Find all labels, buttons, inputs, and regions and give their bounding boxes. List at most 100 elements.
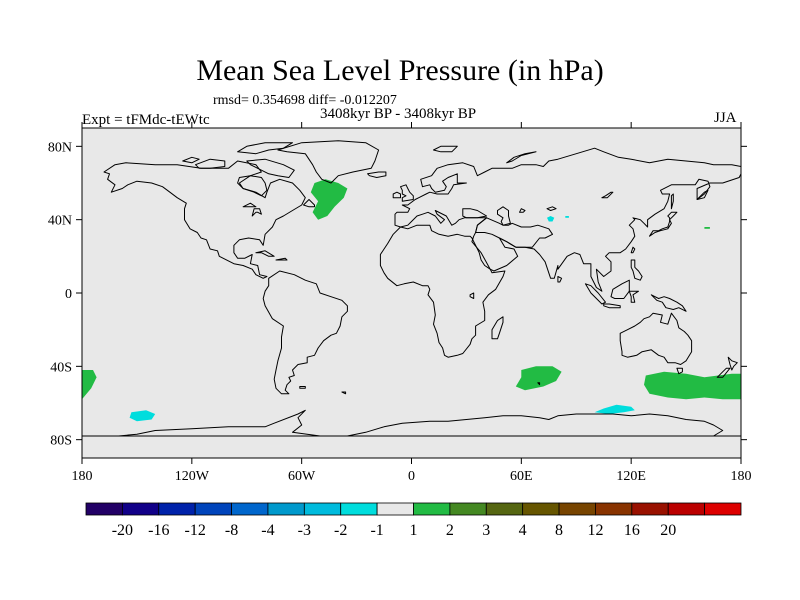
coastline-antarctica <box>82 409 741 437</box>
coastline-sakhalin <box>670 193 674 210</box>
colorbar-swatch <box>85 502 123 516</box>
anomaly-pacific-positive-small <box>704 227 710 229</box>
coastline-kerguelen <box>537 382 541 386</box>
coastline-tasmania <box>676 367 683 375</box>
coastline-philippines <box>630 259 643 281</box>
colorbar-swatch <box>303 502 342 516</box>
coastline-caspian-sea <box>497 206 511 226</box>
anomaly-south-pacific-negative <box>129 410 156 422</box>
coastline-ireland <box>392 191 401 199</box>
coastline-lake-balkhash <box>546 206 557 211</box>
rmsd-diff-stats: rmsd= 0.354698 diff= -0.012207 <box>213 93 397 108</box>
anomaly-south-indian-positive <box>515 366 562 391</box>
coastline-south-georgia <box>341 391 347 395</box>
colorbar-swatch <box>704 502 742 516</box>
lon-tick-label: 0 <box>408 469 415 484</box>
coastline-lake-baikal <box>601 191 614 199</box>
colorbar-label: -12 <box>185 522 206 539</box>
colorbar-swatch <box>667 502 706 516</box>
colorbar-label: 2 <box>446 522 454 539</box>
colorbar-label: -3 <box>298 522 311 539</box>
coastline-new-zealand-south <box>716 367 731 378</box>
coastline-japan <box>649 211 678 237</box>
colorbar-label: -8 <box>225 522 238 539</box>
lat-tick-label: 80S <box>50 434 72 449</box>
colorbar-swatch <box>121 502 160 516</box>
colorbar-swatch <box>158 502 196 516</box>
season-label: JJA <box>714 110 737 126</box>
coastline-sumatra <box>584 283 606 305</box>
lat-tick-label: 40S <box>50 360 72 375</box>
coastline-greenland <box>277 140 380 184</box>
colorbar-swatch <box>631 502 669 516</box>
colorbar-label: 4 <box>519 522 527 539</box>
colorbar-label: 16 <box>624 522 640 539</box>
anomaly-central-asia-negative-1 <box>547 216 555 222</box>
coastline-aral-sea <box>519 208 526 213</box>
colorbar-label: 12 <box>587 522 603 539</box>
anomaly-south-pacific-west-edge-positive <box>82 370 97 400</box>
colorbar-label: -2 <box>334 522 347 539</box>
coastline-madagascar <box>491 316 504 340</box>
colorbar-swatch <box>558 502 596 516</box>
lon-tick-label: 120W <box>175 469 210 484</box>
colorbar-swatch <box>194 502 232 516</box>
coastline-svalbard <box>433 145 458 153</box>
experiment-label: Expt = tFMdc-tEWtc <box>82 112 210 128</box>
coastline-sulawesi <box>628 290 639 303</box>
lon-tick-label: 60E <box>510 469 533 484</box>
coastline-newfoundland <box>303 199 315 208</box>
coastline-hispaniola <box>275 257 288 261</box>
anomaly-south-of-australia-positive <box>644 371 741 400</box>
coastline-falklands <box>299 386 306 389</box>
period-label: 3408kyr BP - 3408kyr BP <box>320 106 477 122</box>
coastline-new-guinea <box>650 294 687 312</box>
coastline-iceland <box>367 171 387 178</box>
coastline-ellesmere-island <box>237 142 293 155</box>
colorbar-label: -1 <box>370 522 383 539</box>
coastline-africa <box>379 224 506 358</box>
colorbar-swatch <box>376 502 414 516</box>
colorbar-swatch <box>522 502 560 516</box>
colorbar-swatch <box>595 502 633 516</box>
coastline-great-lakes-michigan-huron <box>251 208 262 217</box>
coastline-cuba <box>255 250 275 257</box>
coastline-sri-lanka <box>557 276 563 283</box>
coastline-kamchatka-tip <box>696 189 709 200</box>
coastline-novaya-zemlya <box>506 151 537 164</box>
anomaly-central-asia-negative-2 <box>565 216 569 218</box>
lon-tick-label: 60W <box>288 469 316 484</box>
coastline-victoria-island <box>195 158 226 169</box>
coastline-banks-island <box>182 156 200 164</box>
colorbar-swatch <box>231 502 269 516</box>
anomaly-north-atlantic-positive <box>310 179 348 220</box>
coastline-arabia-india-gap <box>475 217 553 248</box>
colorbar-swatch <box>449 502 487 516</box>
coastline-baffin-island <box>246 158 295 178</box>
coastline-new-zealand-north <box>727 356 738 371</box>
coastline-lake-victoria <box>469 292 475 299</box>
colorbar-label: -20 <box>112 522 133 539</box>
coastline-java <box>603 303 621 309</box>
coastline-taiwan <box>630 246 636 254</box>
colorbar-label: 8 <box>555 522 563 539</box>
lon-tick-label: 180 <box>731 469 752 484</box>
anomaly-antarctic-indian-negative <box>594 404 635 414</box>
lat-tick-label: 0 <box>65 287 72 302</box>
map-background <box>82 128 741 458</box>
coastline-eurasia <box>394 147 741 292</box>
coastline-borneo <box>610 279 630 299</box>
coastline-black-sea <box>462 208 488 219</box>
colorbar-swatch <box>267 502 305 516</box>
colorbar-label: -16 <box>148 522 169 539</box>
lat-tick-label: 40N <box>48 214 72 229</box>
colorbar-swatch <box>413 502 451 516</box>
coastline-south-america <box>262 270 348 395</box>
coastline-british-isles <box>400 184 414 202</box>
colorbar-swatch <box>485 502 524 516</box>
lon-tick-label: 120E <box>616 469 646 484</box>
colorbar-label: 3 <box>482 522 490 539</box>
lon-tick-label: 180 <box>72 469 93 484</box>
coastline-australia <box>619 312 693 365</box>
colorbar-label: -4 <box>261 522 274 539</box>
